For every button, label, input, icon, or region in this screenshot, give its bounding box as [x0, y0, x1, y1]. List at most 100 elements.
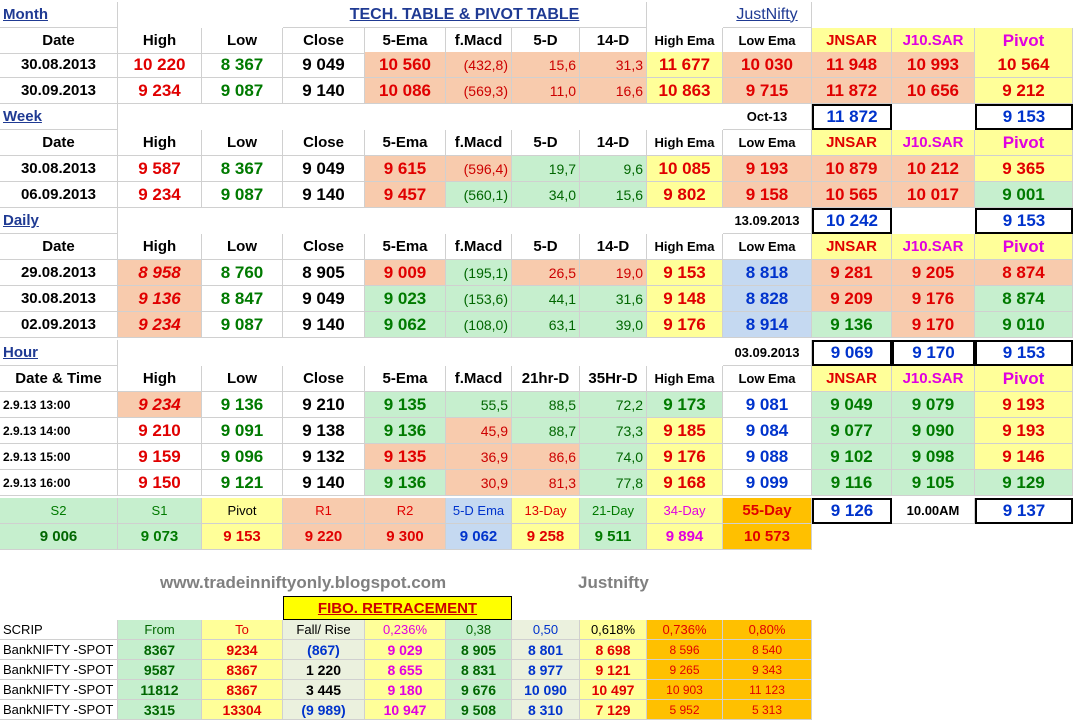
level-label-1[interactable]: S1	[118, 498, 202, 524]
fibo-row-2-col-0[interactable]: BankNIFTY -SPOT	[0, 680, 118, 700]
month-header-6[interactable]: 5-D	[512, 28, 580, 54]
fibo-row-3-col-6[interactable]: 8 310	[512, 700, 580, 720]
daily-summary-j10[interactable]: 9 170	[892, 340, 975, 366]
daily-row-0-col-0[interactable]: 29.08.2013	[0, 260, 118, 286]
daily-header-2[interactable]: Low	[202, 234, 283, 260]
daily-header-6[interactable]: 5-D	[512, 234, 580, 260]
daily-row-2-col-0[interactable]: 02.09.2013	[0, 312, 118, 338]
daily-summary-jnsar[interactable]: 9 069	[812, 340, 892, 366]
fibo-row-2-col-3[interactable]: 3 445	[283, 680, 365, 700]
daily-row-0-col-6[interactable]: 26,5	[512, 260, 580, 286]
daily-header-7[interactable]: 14-D	[580, 234, 647, 260]
month-row-1-col-3[interactable]: 9 140	[283, 78, 365, 104]
level-value-2[interactable]: 9 153	[202, 524, 283, 550]
week-header-2[interactable]: Low	[202, 130, 283, 156]
month-summary-jnsar[interactable]: 11 872	[812, 104, 892, 130]
daily-header-8[interactable]: High Ema	[647, 234, 723, 260]
fibo-row-3-col-8[interactable]: 5 952	[647, 700, 723, 720]
section-daily[interactable]: Daily	[0, 208, 118, 234]
month-row-1-col-10[interactable]: 11 872	[812, 78, 892, 104]
daily-row-1-col-9[interactable]: 8 828	[723, 286, 812, 312]
hour-row-0-col-0[interactable]: 2.9.13 13:00	[0, 392, 118, 418]
daily-header-11[interactable]: J10.SAR	[892, 234, 975, 260]
hour-row-3-col-2[interactable]: 9 121	[202, 470, 283, 496]
hour-header-4[interactable]: 5-Ema	[365, 366, 446, 392]
week-row-0-col-3[interactable]: 9 049	[283, 156, 365, 182]
month-row-1-col-8[interactable]: 10 863	[647, 78, 723, 104]
hour-row-3-col-4[interactable]: 9 136	[365, 470, 446, 496]
daily-summary-label[interactable]: 03.09.2013	[723, 340, 812, 366]
daily-row-2-col-2[interactable]: 9 087	[202, 312, 283, 338]
month-header-3[interactable]: Close	[283, 28, 365, 54]
month-row-1-col-1[interactable]: 9 234	[118, 78, 202, 104]
month-header-5[interactable]: f.Macd	[446, 28, 512, 54]
hour-row-2-col-5[interactable]: 36,9	[446, 444, 512, 470]
daily-header-9[interactable]: Low Ema	[723, 234, 812, 260]
hour-row-3-col-3[interactable]: 9 140	[283, 470, 365, 496]
month-row-0-col-1[interactable]: 10 220	[118, 52, 202, 78]
daily-row-2-col-6[interactable]: 63,1	[512, 312, 580, 338]
month-row-0-col-2[interactable]: 8 367	[202, 52, 283, 78]
level-label-5[interactable]: 5-D Ema	[446, 498, 512, 524]
month-row-1-col-5[interactable]: (569,3)	[446, 78, 512, 104]
month-row-1-col-12[interactable]: 9 212	[975, 78, 1073, 104]
fibo-row-1-col-7[interactable]: 9 121	[580, 660, 647, 680]
fibo-row-3-col-7[interactable]: 7 129	[580, 700, 647, 720]
week-summary-label[interactable]: 13.09.2013	[723, 208, 812, 234]
week-row-1-col-5[interactable]: (560,1)	[446, 182, 512, 208]
daily-row-0-col-8[interactable]: 9 153	[647, 260, 723, 286]
week-row-0-col-5[interactable]: (596,4)	[446, 156, 512, 182]
hour-header-9[interactable]: Low Ema	[723, 366, 812, 392]
fibo-header-5[interactable]: 0,38	[446, 620, 512, 640]
week-header-4[interactable]: 5-Ema	[365, 130, 446, 156]
level-value-1[interactable]: 9 073	[118, 524, 202, 550]
month-header-10[interactable]: JNSAR	[812, 28, 892, 54]
daily-row-1-col-11[interactable]: 9 176	[892, 286, 975, 312]
fibo-row-3-col-0[interactable]: BankNIFTY -SPOT	[0, 700, 118, 720]
daily-row-0-col-7[interactable]: 19,0	[580, 260, 647, 286]
week-row-0-col-4[interactable]: 9 615	[365, 156, 446, 182]
level-value-4[interactable]: 9 300	[365, 524, 446, 550]
month-row-1-col-0[interactable]: 30.09.2013	[0, 78, 118, 104]
daily-row-2-col-10[interactable]: 9 136	[812, 312, 892, 338]
week-header-9[interactable]: Low Ema	[723, 130, 812, 156]
week-row-0-col-0[interactable]: 30.08.2013	[0, 156, 118, 182]
week-row-1-col-8[interactable]: 9 802	[647, 182, 723, 208]
fibo-row-1-col-0[interactable]: BankNIFTY -SPOT	[0, 660, 118, 680]
fibo-row-0-col-7[interactable]: 8 698	[580, 640, 647, 660]
fibo-row-0-col-9[interactable]: 8 540	[723, 640, 812, 660]
hour-row-1-col-3[interactable]: 9 138	[283, 418, 365, 444]
week-row-0-col-1[interactable]: 9 587	[118, 156, 202, 182]
hour-row-2-col-3[interactable]: 9 132	[283, 444, 365, 470]
hour-row-3-col-11[interactable]: 9 105	[892, 470, 975, 496]
level-value-5[interactable]: 9 062	[446, 524, 512, 550]
week-row-0-col-10[interactable]: 10 879	[812, 156, 892, 182]
hour-row-2-col-10[interactable]: 9 102	[812, 444, 892, 470]
daily-row-1-col-5[interactable]: (153,6)	[446, 286, 512, 312]
daily-header-10[interactable]: JNSAR	[812, 234, 892, 260]
week-row-0-col-11[interactable]: 10 212	[892, 156, 975, 182]
daily-row-1-col-4[interactable]: 9 023	[365, 286, 446, 312]
fibo-row-0-col-2[interactable]: 9234	[202, 640, 283, 660]
month-summary-pivot[interactable]: 9 153	[975, 104, 1073, 130]
week-row-0-col-12[interactable]: 9 365	[975, 156, 1073, 182]
fibo-row-2-col-7[interactable]: 10 497	[580, 680, 647, 700]
level-value-7[interactable]: 9 511	[580, 524, 647, 550]
month-header-9[interactable]: Low Ema	[723, 28, 812, 54]
week-header-1[interactable]: High	[118, 130, 202, 156]
daily-row-2-col-5[interactable]: (108,0)	[446, 312, 512, 338]
daily-row-0-col-1[interactable]: 8 958	[118, 260, 202, 286]
daily-row-1-col-2[interactable]: 8 847	[202, 286, 283, 312]
hour-header-8[interactable]: High Ema	[647, 366, 723, 392]
fibo-row-2-col-1[interactable]: 11812	[118, 680, 202, 700]
week-row-0-col-6[interactable]: 19,7	[512, 156, 580, 182]
fibo-row-1-col-9[interactable]: 9 343	[723, 660, 812, 680]
daily-row-1-col-10[interactable]: 9 209	[812, 286, 892, 312]
daily-header-0[interactable]: Date	[0, 234, 118, 260]
fibo-row-3-col-4[interactable]: 10 947	[365, 700, 446, 720]
hour-header-5[interactable]: f.Macd	[446, 366, 512, 392]
month-row-0-col-9[interactable]: 10 030	[723, 52, 812, 78]
hour-row-2-col-2[interactable]: 9 096	[202, 444, 283, 470]
hour-row-0-col-3[interactable]: 9 210	[283, 392, 365, 418]
hour-header-0[interactable]: Date & Time	[0, 366, 118, 392]
